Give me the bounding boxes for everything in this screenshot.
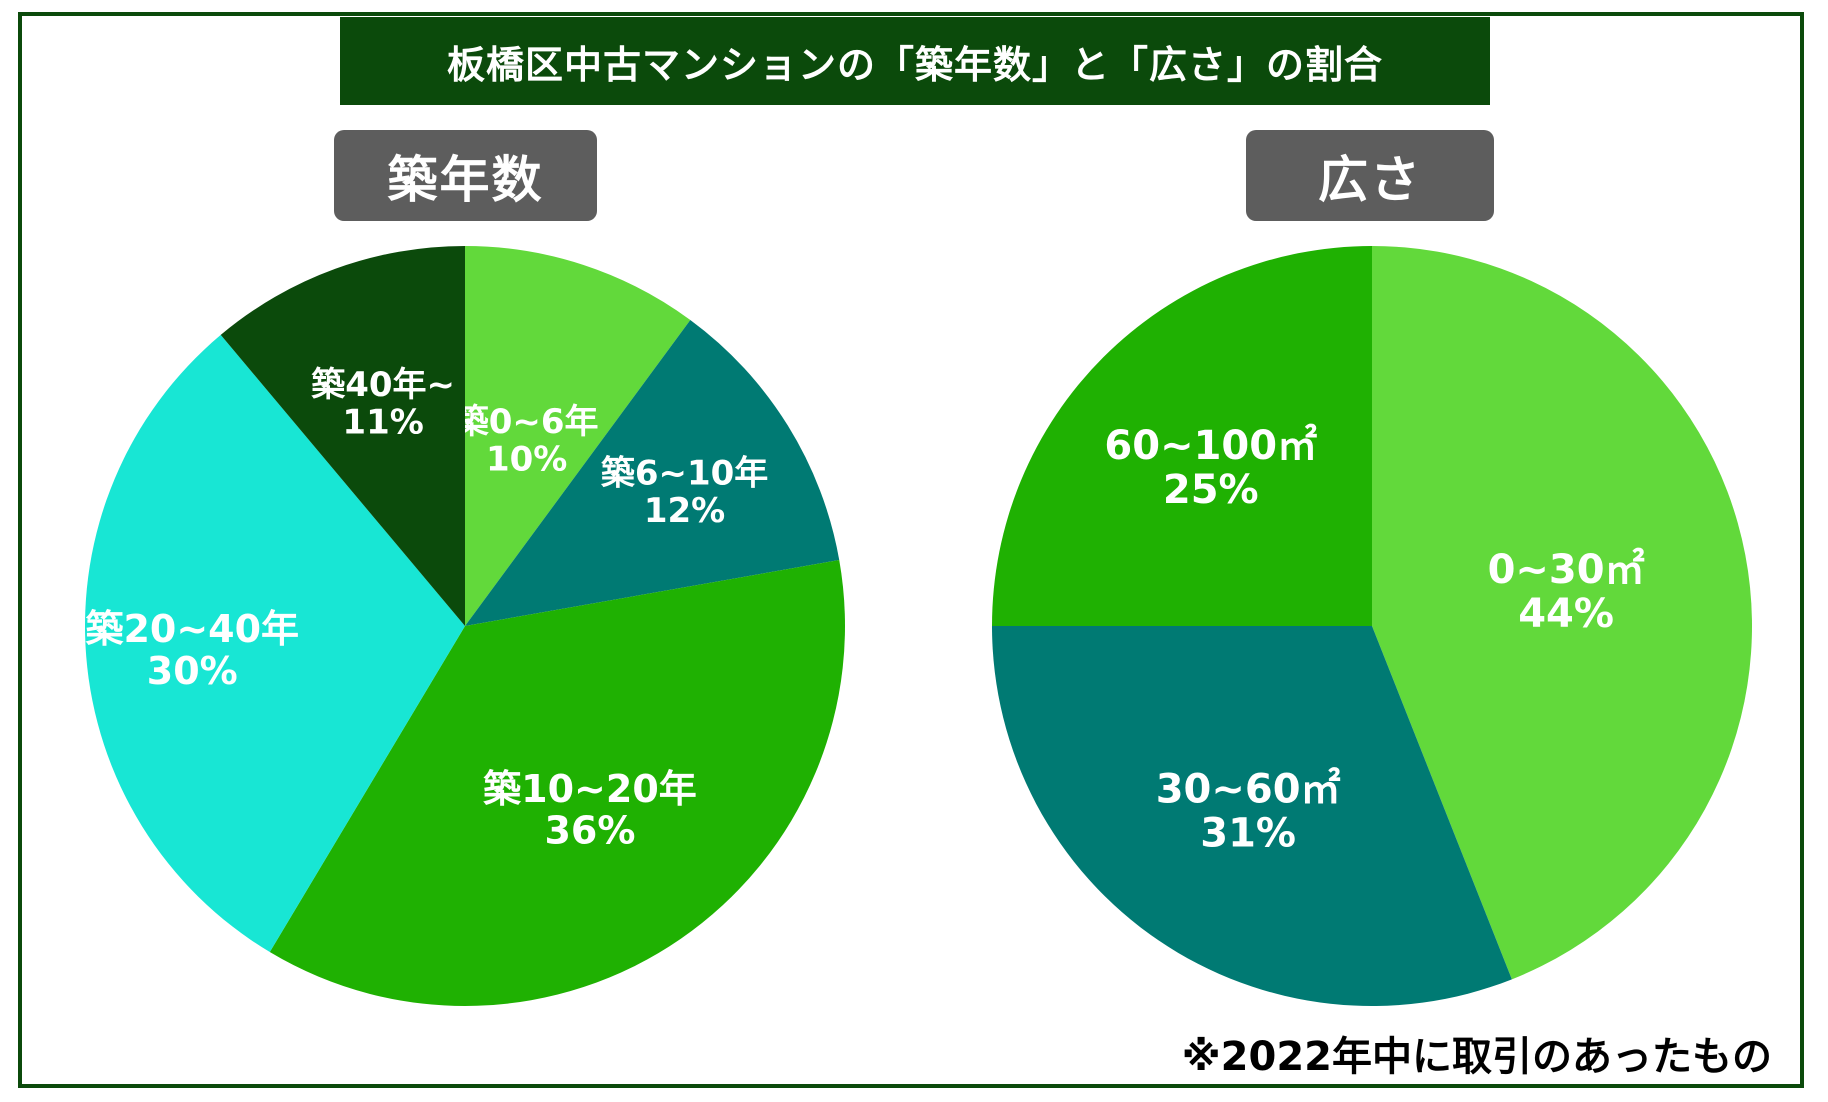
size-slice-1-value-label: 31% xyxy=(1200,810,1296,856)
age-slice-2 xyxy=(269,560,846,1006)
age-slice-4-value-label: 11% xyxy=(342,402,423,442)
size-slice-0-value-label: 44% xyxy=(1518,591,1614,637)
age-slice-1 xyxy=(465,319,840,626)
size-slice-0-label: 0~30㎡ xyxy=(1488,547,1645,593)
age-slice-2-value-label: 36% xyxy=(544,809,635,853)
age-slice-1-label: 築6~10年 xyxy=(600,454,768,494)
size-slice-2-value-label: 25% xyxy=(1163,467,1259,513)
age-slice-4 xyxy=(220,246,465,626)
size-slice-1 xyxy=(992,626,1512,1007)
age-slice-3 xyxy=(84,334,465,953)
size-slice-1-label: 30~60㎡ xyxy=(1156,766,1341,812)
chart-title: 板橋区中古マンションの「築年数」と「広さ」の割合 xyxy=(340,17,1490,105)
chart-frame xyxy=(18,12,1804,1088)
age-slice-2-label: 築10~20年 xyxy=(483,767,697,811)
age-slice-1-value-label: 12% xyxy=(644,491,725,531)
size-slice-2-label: 60~100㎡ xyxy=(1104,423,1317,469)
size-chart-title: 広さ xyxy=(1246,130,1494,221)
age-chart-title: 築年数 xyxy=(334,130,597,221)
age-slice-3-value-label: 30% xyxy=(147,649,238,693)
size-slice-0 xyxy=(1372,246,1753,980)
age-slice-0-value-label: 10% xyxy=(486,440,567,480)
age-slice-4-label: 築40年~ xyxy=(310,365,455,405)
age-slice-0 xyxy=(465,246,691,626)
age-slice-0-label: 築0~6年 xyxy=(454,402,599,442)
footnote: ※2022年中に取引のあったもの xyxy=(1181,1034,1772,1080)
size-slice-2 xyxy=(992,246,1372,626)
age-slice-3-label: 築20~40年 xyxy=(85,607,299,651)
